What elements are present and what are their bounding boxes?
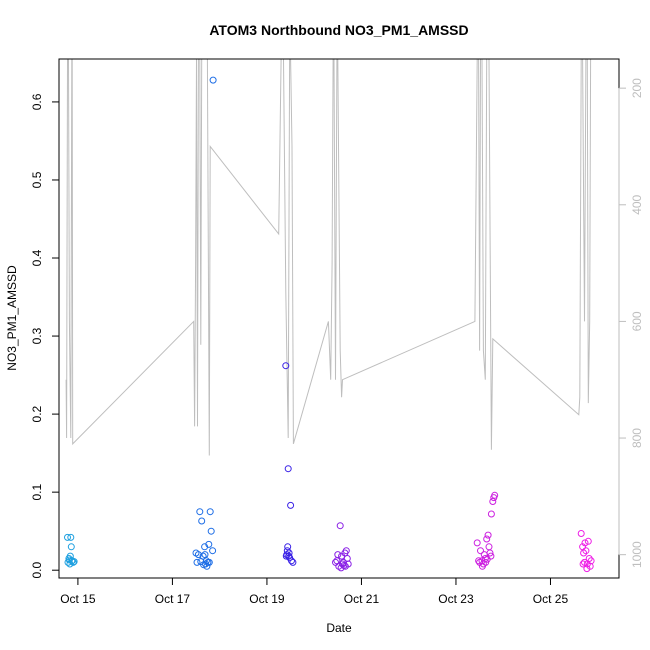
data-point-series-2 — [194, 551, 202, 559]
data-point-series-5 — [483, 555, 491, 563]
y-tick-label: 0.2 — [30, 405, 44, 422]
y-tick-label: 0.6 — [30, 93, 44, 110]
data-point-series-6 — [577, 530, 585, 537]
data-point-series-6 — [584, 537, 592, 545]
y2-tick-label: 200 — [630, 78, 644, 98]
data-point-series-4 — [333, 557, 341, 565]
data-point-series-5 — [475, 557, 483, 565]
data-point-series-3 — [288, 557, 295, 565]
data-point-series-3 — [282, 362, 290, 370]
data-point-series-2 — [207, 527, 215, 535]
y2-tick-label: 400 — [630, 194, 644, 214]
data-point-series-4 — [341, 562, 349, 570]
y-axis-left: 0.0 0.1 0.2 0.3 0.4 0.5 0.6 — [30, 93, 59, 579]
data-point-series-1 — [64, 533, 71, 541]
data-point-series-5 — [484, 531, 492, 539]
x-tick-label: Oct 21 — [344, 592, 380, 606]
data-point-series-6 — [585, 555, 593, 562]
x-tick-label: Oct 15 — [60, 592, 96, 606]
data-point-series-2 — [200, 561, 208, 569]
data-point-series-6 — [581, 539, 589, 547]
data-point-series-5 — [487, 510, 495, 518]
data-point-series-2 — [205, 558, 213, 566]
x-tick-label: Oct 19 — [249, 592, 285, 606]
data-point-series-4 — [336, 522, 344, 530]
data-point-series-5 — [491, 491, 499, 499]
data-point-series-2 — [198, 517, 206, 525]
data-point-series-6 — [579, 560, 587, 568]
y-axis-label: NO3_PM1_AMSSD — [5, 265, 19, 371]
data-point-series-5 — [477, 547, 484, 555]
data-point-series-5 — [486, 549, 494, 557]
data-point-series-3 — [282, 552, 290, 560]
data-point-series-6 — [580, 549, 588, 557]
y2-tick-label: 800 — [630, 428, 644, 448]
y-tick-label: 0.0 — [30, 562, 44, 579]
x-tick-label: Oct 17 — [155, 592, 191, 606]
data-point-series-3 — [287, 501, 295, 509]
altitude-line — [65, 59, 592, 456]
data-point-series-2 — [201, 551, 209, 559]
data-point-series-1 — [67, 543, 75, 551]
x-axis: Oct 15 Oct 17 Oct 19 Oct 21 Oct 23 Oct 25 — [60, 578, 568, 606]
y-tick-label: 0.1 — [30, 483, 44, 500]
data-point-series-5 — [483, 535, 491, 543]
chart-title: ATOM3 Northbound NO3_PM1_AMSSD — [209, 22, 468, 38]
y2-tick-label: 600 — [630, 311, 644, 331]
data-point-series-2 — [209, 76, 217, 84]
x-tick-label: Oct 23 — [438, 592, 474, 606]
data-point-series-6 — [583, 565, 591, 573]
data-point-series-2 — [193, 558, 201, 566]
x-axis-label: Date — [326, 621, 352, 635]
altitude-line-layer — [65, 59, 592, 456]
y-tick-label: 0.5 — [30, 171, 44, 188]
data-point-series-4 — [340, 562, 348, 569]
data-point-series-2 — [205, 540, 213, 548]
data-point-series-1 — [69, 558, 77, 566]
y-tick-label: 0.4 — [30, 249, 44, 266]
data-point-series-5 — [473, 539, 481, 547]
data-point-series-4 — [342, 547, 350, 555]
data-point-series-6 — [582, 547, 590, 555]
y2-tick-label: 1000 — [630, 541, 644, 568]
data-point-series-2 — [196, 508, 204, 516]
data-point-series-6 — [587, 557, 595, 565]
data-point-series-2 — [206, 508, 214, 516]
y-tick-label: 0.3 — [30, 327, 44, 344]
data-point-series-3 — [289, 558, 297, 566]
x-tick-label: Oct 25 — [533, 592, 569, 606]
scatter-points-layer — [64, 76, 595, 573]
data-point-series-3 — [284, 465, 292, 473]
data-point-series-1 — [68, 557, 76, 565]
data-point-series-5 — [489, 498, 497, 505]
y-axis-right: 200 400 600 800 1000 — [618, 78, 644, 568]
data-point-series-2 — [209, 547, 217, 555]
data-point-series-1 — [67, 533, 75, 541]
